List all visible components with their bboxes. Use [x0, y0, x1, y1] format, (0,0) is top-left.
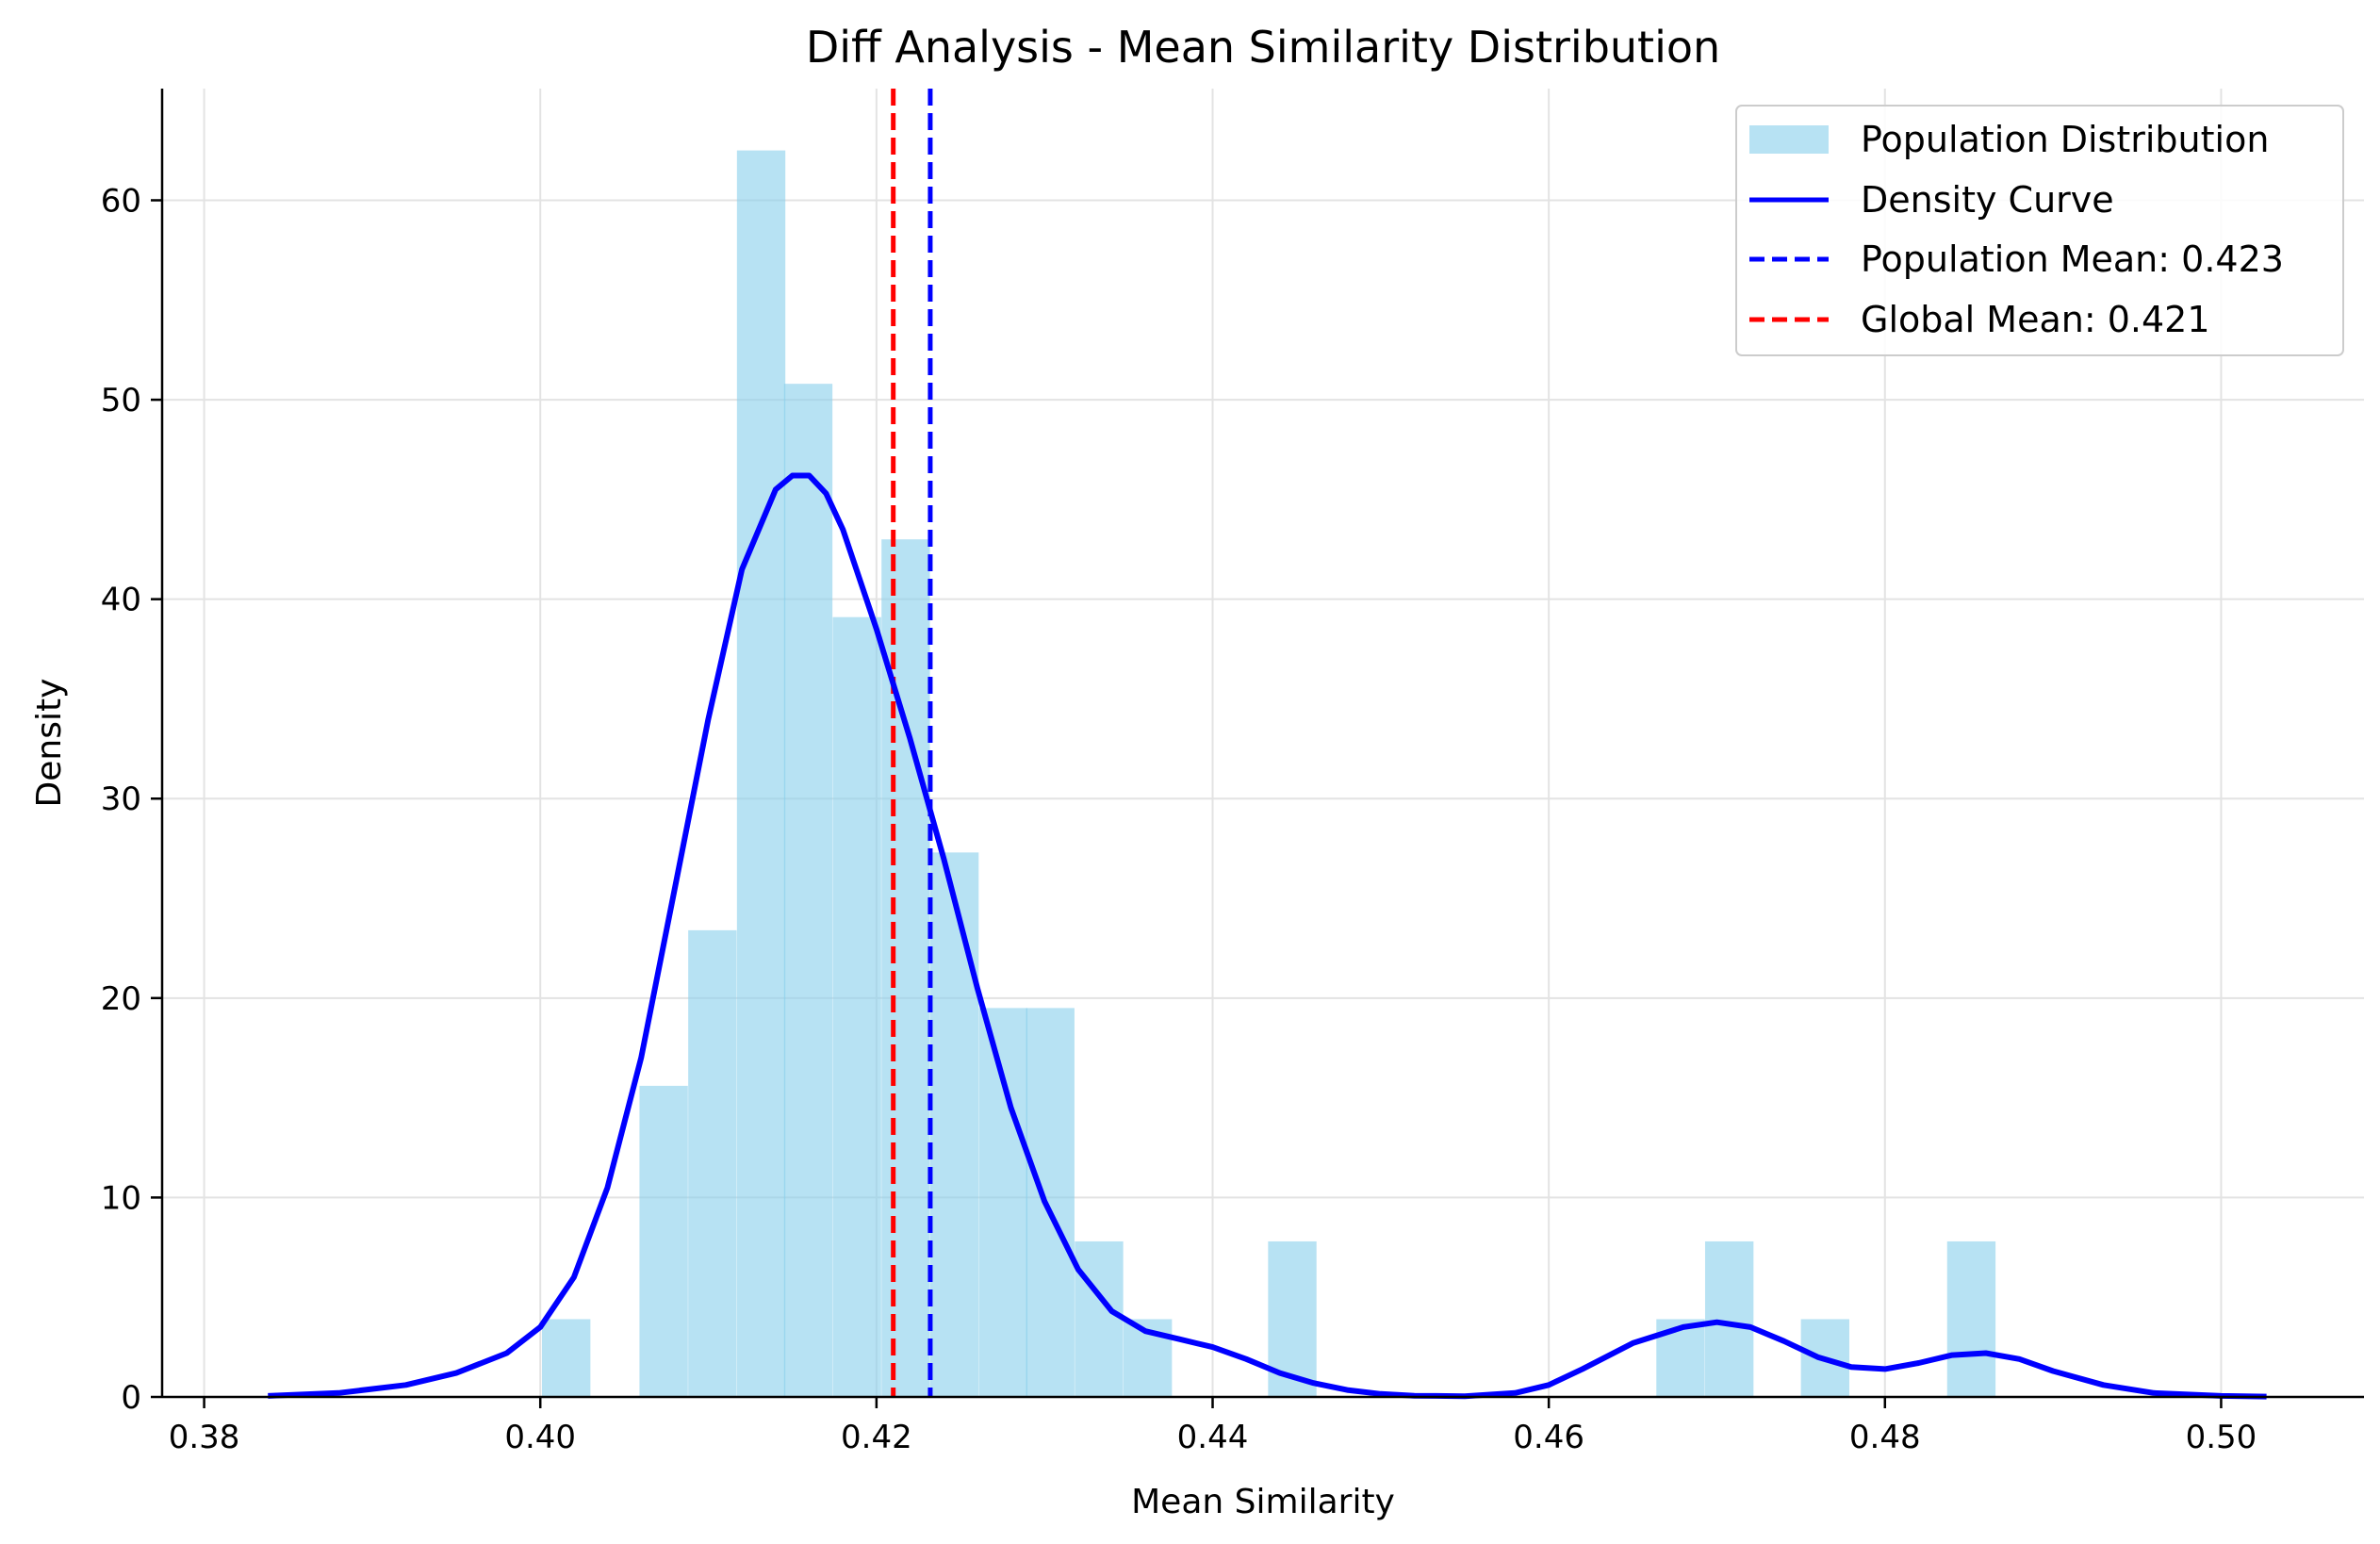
y-tick-label-0: 0 — [121, 1379, 141, 1417]
x-tick-label-6: 0.50 — [2186, 1419, 2257, 1456]
legend-frame — [1735, 105, 2344, 356]
histogram-bar-9 — [978, 1008, 1027, 1397]
reference-lines — [891, 89, 933, 1397]
legend-label-population-distribution: Population Distribution — [1861, 119, 2269, 160]
histogram-bar-4 — [736, 150, 786, 1398]
axes — [151, 89, 2364, 1408]
x-axis-title: Mean Similarity — [1131, 1483, 1395, 1521]
y-tick-label-5: 50 — [101, 382, 141, 419]
legend-swatch-population-distribution — [1749, 125, 1829, 154]
y-tick-label-6: 60 — [101, 182, 141, 220]
y-tick-label-1: 10 — [101, 1179, 141, 1217]
histogram-bar-8 — [929, 852, 979, 1397]
legend-label-density-curve: Density Curve — [1861, 179, 2114, 221]
y-tick-label-3: 30 — [101, 780, 141, 818]
density-curve-line — [268, 472, 2267, 1400]
tick-labels: 0.38 0.40 0.42 0.44 0.46 0.48 0.50 0 10 20 30 40 50 6… — [101, 182, 2257, 1456]
histogram-bar-7 — [881, 539, 930, 1397]
histogram-bar-6 — [832, 616, 881, 1397]
histogram-bar-0 — [542, 1319, 591, 1397]
legend: Population Distribution Density Curve Po… — [1735, 105, 2344, 356]
x-tick-label-5: 0.48 — [1849, 1419, 1921, 1456]
histogram-bar-10 — [1026, 1008, 1075, 1397]
x-tick-label-1: 0.40 — [504, 1419, 576, 1456]
y-tick-label-2: 20 — [101, 980, 141, 1018]
x-tick-label-4: 0.46 — [1513, 1419, 1584, 1456]
legend-label-population-mean: Population Mean: 0.423 — [1861, 238, 2284, 280]
x-tick-label-3: 0.44 — [1177, 1419, 1249, 1456]
histogram-bar-24 — [1704, 1240, 1754, 1397]
histogram-bar-3 — [688, 929, 737, 1397]
histogram-bars — [542, 150, 1996, 1398]
y-tick-label-4: 40 — [101, 582, 141, 619]
histogram-bar-29 — [1946, 1240, 1996, 1397]
chart-title: Diff Analysis - Mean Similarity Distribu… — [806, 22, 1720, 73]
y-axis-title: Density — [30, 679, 69, 808]
legend-label-global-mean: Global Mean: 0.421 — [1861, 299, 2210, 340]
histogram-bar-11 — [1075, 1240, 1124, 1397]
x-tick-label-0: 0.38 — [169, 1419, 240, 1456]
density-curve-layer — [268, 472, 2267, 1400]
histogram-bar-2 — [639, 1085, 688, 1397]
histogram-bar-5 — [783, 384, 833, 1397]
x-tick-label-2: 0.42 — [841, 1419, 912, 1456]
